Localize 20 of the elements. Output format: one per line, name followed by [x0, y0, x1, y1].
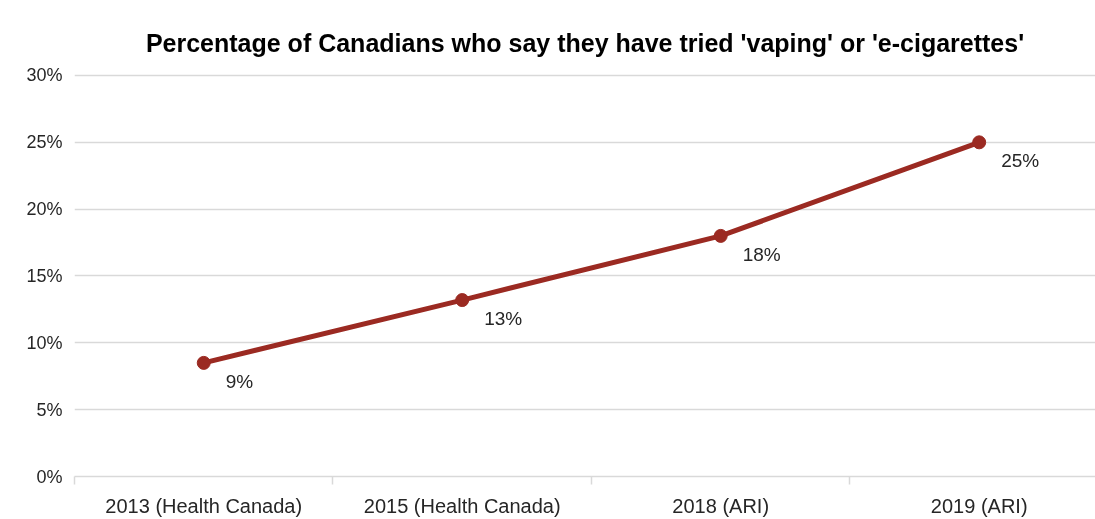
point	[196, 355, 211, 370]
y-tick-label: 25%	[26, 132, 63, 153]
y-tick-label: 10%	[26, 332, 63, 353]
chart-title: Percentage of Canadians who say they have tried 'vaping' or 'e-cigarettes'	[145, 28, 1025, 57]
y-tick-label: 30%	[26, 65, 63, 86]
y-tick-label: 20%	[26, 199, 63, 220]
y-tick-label: 0%	[36, 466, 63, 487]
x-tick-label: 2013 (Health Canada)	[105, 494, 303, 517]
x-tick-label: 2015 (Health Canada)	[363, 494, 561, 517]
y-tick-label: 5%	[36, 399, 63, 420]
data-label: 25%	[1001, 150, 1040, 172]
data-label: 13%	[484, 308, 523, 330]
x-tick-label: 2019 (ARI)	[930, 494, 1028, 517]
data-label: 9%	[225, 370, 254, 392]
point	[972, 135, 987, 150]
y-tick-label: 15%	[26, 266, 63, 286]
x-tick-label: 2018 (ARI)	[672, 494, 770, 517]
point	[713, 228, 728, 243]
point	[455, 293, 470, 308]
data-label: 18%	[742, 243, 781, 265]
